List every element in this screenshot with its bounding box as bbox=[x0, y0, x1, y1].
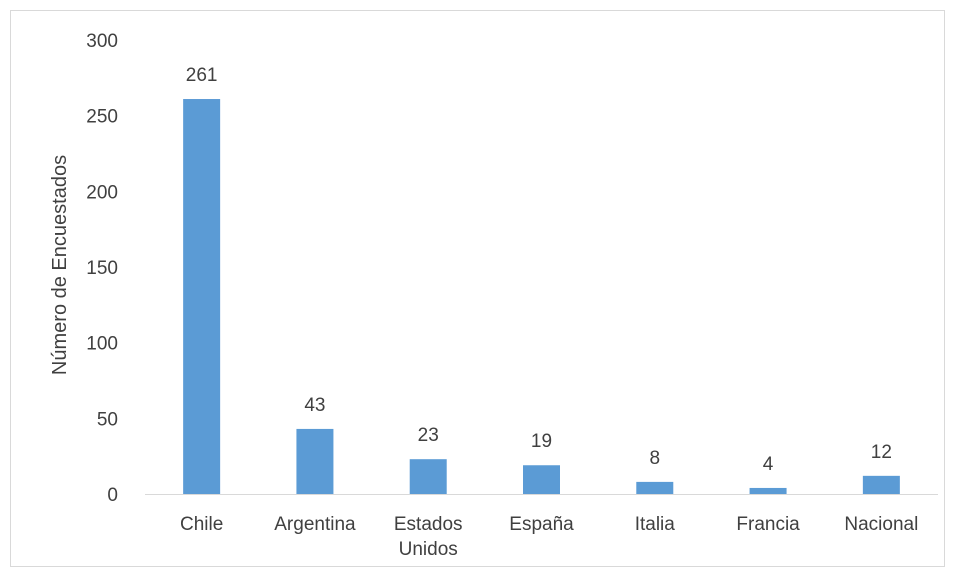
bar-data-label: 23 bbox=[418, 425, 439, 446]
y-axis: 0 50 100 150 200 250 300 bbox=[86, 31, 118, 506]
bar-data-label: 43 bbox=[304, 395, 325, 416]
y-tick-label: 150 bbox=[86, 258, 118, 279]
y-tick-label: 0 bbox=[107, 485, 118, 506]
x-tick-label: España bbox=[509, 514, 574, 535]
x-tick-label: Estados Unidos bbox=[394, 514, 463, 560]
bar-data-label: 261 bbox=[186, 65, 218, 86]
x-tick-label: Italia bbox=[635, 514, 676, 535]
y-tick-label: 100 bbox=[86, 334, 118, 355]
chart-frame bbox=[10, 10, 945, 567]
bar-data-label: 19 bbox=[531, 431, 552, 452]
x-tick-label: Nacional bbox=[844, 514, 918, 535]
bar bbox=[523, 465, 560, 494]
y-tick-label: 200 bbox=[86, 182, 118, 203]
x-tick-label: Chile bbox=[180, 514, 223, 535]
x-tick-label: Francia bbox=[736, 514, 800, 535]
x-tick-label: Argentina bbox=[274, 514, 356, 535]
bar bbox=[409, 459, 447, 494]
bars-group bbox=[183, 99, 900, 495]
bar-data-label: 12 bbox=[871, 442, 892, 463]
bar bbox=[862, 475, 900, 494]
y-axis-title: Número de Encuestados bbox=[49, 155, 71, 375]
bar bbox=[183, 99, 221, 495]
bar-data-label: 8 bbox=[649, 448, 660, 469]
data-labels-group: 261 43 23 19 8 4 12 bbox=[186, 65, 892, 475]
y-tick-label: 50 bbox=[97, 409, 118, 430]
y-tick-label: 300 bbox=[86, 31, 118, 52]
bar bbox=[749, 487, 787, 494]
bar bbox=[296, 428, 334, 494]
bar bbox=[636, 481, 674, 494]
y-tick-label: 250 bbox=[86, 107, 118, 128]
bar-data-label: 4 bbox=[763, 454, 774, 475]
x-axis: Chile Argentina Estados Unidos España Italia F… bbox=[180, 514, 918, 560]
